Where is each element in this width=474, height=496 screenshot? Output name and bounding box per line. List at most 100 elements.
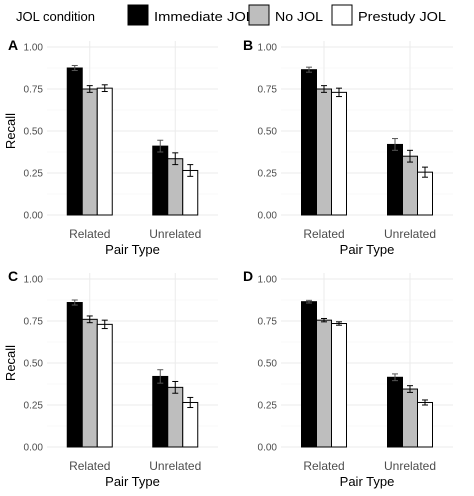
legend-key-prestudy-jol	[331, 4, 353, 26]
panel-label: A	[8, 37, 18, 53]
x-tick-label: Unrelated	[149, 459, 201, 473]
legend-key-immediate-jol	[127, 4, 149, 26]
y-tick-label: 1.00	[24, 43, 44, 54]
error-bar-prestudy-jol-related	[336, 321, 342, 326]
bar-immediate-jol-related	[301, 69, 317, 216]
y-axis-title: Recall	[3, 345, 18, 381]
y-tick-label: 0.00	[258, 443, 278, 454]
legend-label-prestudy-jol: Prestudy JOL	[358, 9, 446, 24]
error-bar-immediate-jol-related	[306, 299, 312, 304]
error-bar-no-jol-unrelated	[172, 380, 179, 394]
error-bar-no-jol-related	[86, 315, 93, 324]
error-bar-prestudy-jol-unrelated	[187, 164, 194, 177]
bar-prestudy-jol-unrelated	[182, 401, 199, 448]
bar-immediate-jol-unrelated	[152, 375, 169, 448]
x-tick-label: Related	[69, 459, 110, 473]
legend-key-no-jol	[248, 4, 270, 26]
y-tick-label: 0.25	[258, 401, 278, 412]
bar-no-jol-related	[81, 318, 98, 448]
x-axis-title: Pair Type	[340, 474, 395, 489]
bar-immediate-jol-related	[66, 67, 83, 216]
y-tick-label: 1.00	[258, 275, 278, 286]
bar-prestudy-jol-related	[331, 323, 347, 448]
legend-label-no-jol: No JOL	[275, 9, 323, 24]
x-tick-label: Unrelated	[384, 459, 436, 473]
error-bar-no-jol-related	[86, 85, 93, 93]
error-bar-prestudy-jol-related	[101, 84, 108, 93]
error-bar-no-jol-related	[321, 317, 327, 323]
panel-c: 0.00 0.25 0.50 0.75 1.00 Related UnrelatedPair…	[3, 268, 218, 489]
bar-no-jol-unrelated	[402, 388, 418, 448]
panel-b: 0.00 0.25 0.50 0.75 1.00 Related UnrelatedPair…	[243, 37, 453, 257]
bar-immediate-jol-related	[66, 302, 83, 448]
bar-no-jol-unrelated	[167, 158, 184, 216]
x-tick-label: Unrelated	[149, 227, 201, 241]
y-tick-label: 0.75	[24, 85, 44, 96]
legend-title: JOL condition	[16, 9, 95, 24]
panel-d: 0.00 0.25 0.50 0.75 1.00 Related UnrelatedPair…	[243, 268, 453, 489]
y-tick-label: 0.25	[24, 401, 44, 412]
bar-no-jol-related	[316, 319, 332, 448]
x-tick-label: Related	[303, 459, 344, 473]
error-bar-prestudy-jol-unrelated	[422, 399, 428, 406]
y-tick-label: 1.00	[24, 275, 44, 286]
y-tick-label: 0.75	[258, 317, 278, 328]
error-bar-no-jol-unrelated	[407, 385, 413, 393]
y-tick-label: 0.00	[258, 211, 278, 222]
error-bar-prestudy-jol-unrelated	[422, 166, 428, 178]
y-tick-label: 0.50	[258, 127, 278, 138]
error-bar-immediate-jol-related	[71, 64, 78, 72]
legend-label-immediate-jol: Immediate JOL	[154, 9, 254, 24]
panel-label: C	[8, 268, 18, 284]
bar-immediate-jol-unrelated	[387, 143, 403, 216]
y-tick-label: 0.75	[24, 317, 44, 328]
error-bar-immediate-jol-related	[71, 299, 78, 306]
bar-prestudy-jol-unrelated	[417, 171, 433, 216]
x-axis-title: Pair Type	[105, 242, 160, 257]
bar-no-jol-unrelated	[402, 155, 418, 216]
y-tick-label: 0.50	[24, 127, 44, 138]
x-tick-label: Related	[303, 227, 344, 241]
bar-no-jol-related	[316, 88, 332, 216]
bar-no-jol-unrelated	[167, 386, 184, 448]
error-bar-prestudy-jol-unrelated	[187, 396, 194, 409]
bar-immediate-jol-unrelated	[387, 376, 403, 448]
error-bar-immediate-jol-related	[306, 66, 312, 73]
panel-label: D	[243, 268, 253, 284]
x-axis-title: Pair Type	[105, 474, 160, 489]
y-tick-label: 0.50	[258, 359, 278, 370]
y-tick-label: 0.25	[24, 169, 44, 180]
y-tick-label: 0.00	[24, 211, 44, 222]
error-bar-no-jol-unrelated	[407, 149, 413, 163]
x-tick-label: Unrelated	[384, 227, 436, 241]
y-tick-label: 0.75	[258, 85, 278, 96]
error-bar-immediate-jol-unrelated	[392, 373, 398, 382]
error-bar-immediate-jol-unrelated	[157, 139, 164, 153]
y-tick-label: 1.00	[258, 43, 278, 54]
x-axis-title: Pair Type	[340, 242, 395, 257]
x-tick-label: Related	[69, 227, 110, 241]
bar-prestudy-jol-related	[331, 91, 347, 216]
bar-immediate-jol-unrelated	[152, 145, 169, 216]
bar-prestudy-jol-unrelated	[417, 401, 433, 448]
y-axis-title: Recall	[3, 113, 18, 149]
bar-prestudy-jol-related	[96, 323, 113, 448]
error-bar-prestudy-jol-related	[101, 319, 108, 330]
legend: JOL condition Immediate JOL No JOL Prestud…	[16, 4, 446, 26]
bar-immediate-jol-related	[301, 301, 317, 448]
error-bar-no-jol-unrelated	[172, 152, 179, 166]
bar-prestudy-jol-unrelated	[182, 169, 199, 216]
y-tick-label: 0.25	[258, 169, 278, 180]
error-bar-immediate-jol-unrelated	[392, 138, 398, 151]
error-bar-immediate-jol-unrelated	[157, 369, 164, 384]
panel-label: B	[243, 37, 253, 53]
bar-prestudy-jol-related	[96, 87, 113, 216]
bar-no-jol-related	[81, 88, 98, 216]
y-tick-label: 0.00	[24, 443, 44, 454]
panel-a: 0.00 0.25 0.50 0.75 1.00 Related UnrelatedPair…	[3, 37, 218, 257]
error-bar-prestudy-jol-related	[336, 87, 342, 98]
y-tick-label: 0.50	[24, 359, 44, 370]
error-bar-no-jol-related	[321, 85, 327, 93]
